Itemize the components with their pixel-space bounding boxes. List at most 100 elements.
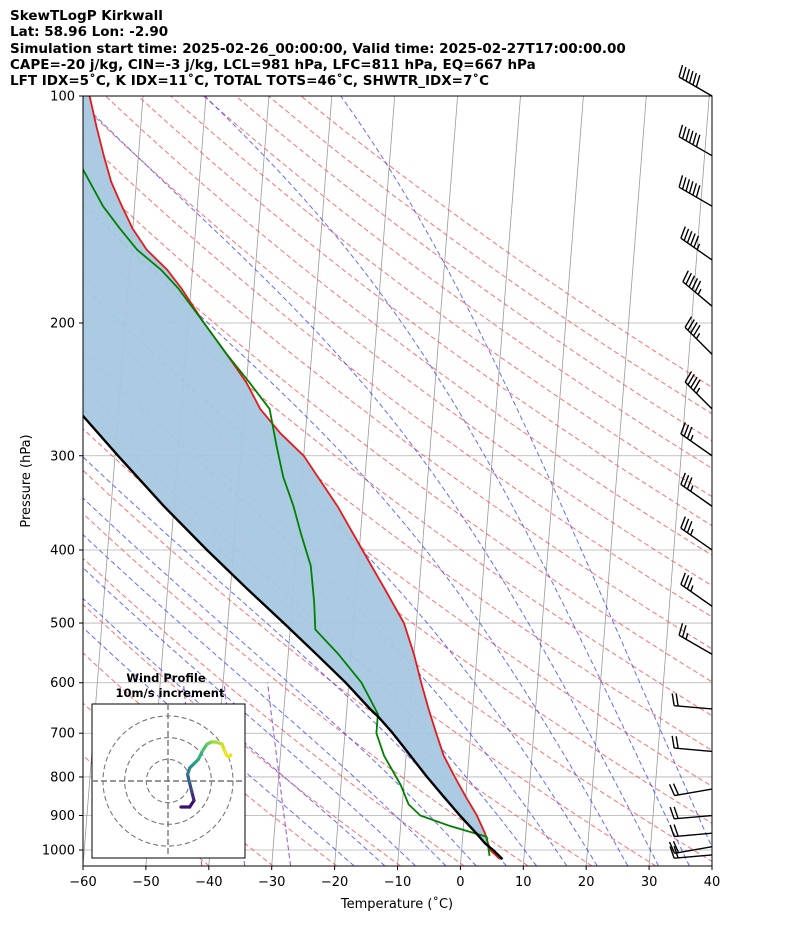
barb-staff — [680, 237, 713, 261]
barb-half-flag — [690, 485, 694, 492]
x-tick-label: 30 — [641, 875, 658, 890]
barb-staff — [678, 76, 713, 97]
barb-staff — [674, 846, 713, 855]
dry-adiabat-350 — [83, 238, 712, 717]
barb-flag — [678, 124, 684, 137]
barb-flag — [684, 371, 693, 383]
barb-staff — [678, 634, 713, 655]
temperature-profile — [88, 96, 501, 860]
y-tick-label: 1000 — [42, 844, 75, 859]
barb-flag — [692, 183, 698, 196]
barb-staff — [678, 136, 713, 157]
barb-flag — [678, 64, 684, 78]
wind-barb — [678, 175, 713, 207]
barb-flag — [671, 693, 675, 706]
barb-staff — [680, 433, 713, 457]
barb-flag — [682, 270, 689, 283]
barb-flag — [673, 845, 679, 859]
dry-adiabat-300 — [83, 428, 657, 866]
wind-barb — [680, 472, 713, 507]
wind-barb — [671, 693, 713, 710]
x-tick-label: 20 — [578, 875, 595, 890]
x-tick-label: −30 — [258, 875, 285, 890]
barb-flag — [688, 181, 694, 194]
wind-barb — [671, 735, 713, 753]
wind-barb — [680, 516, 713, 551]
time-line: Simulation start time: 2025-02-26_00:00:… — [10, 40, 626, 57]
x-tick-label: −10 — [384, 875, 411, 890]
wind-barb — [678, 623, 713, 655]
barb-flag — [681, 625, 687, 638]
y-tick-label: 800 — [50, 770, 75, 785]
barb-half-flag — [690, 434, 694, 442]
y-tick-label: 300 — [50, 449, 75, 464]
barb-flag — [686, 577, 693, 590]
axes: −60 −50 −40 −30 −20 −10 0 10 20 30 40 1000 900 800 700… — [42, 90, 720, 891]
moist-adiabat-10 — [83, 408, 537, 866]
moist-adiabat-40 — [340, 96, 712, 849]
dry-adiabat-330 — [83, 310, 712, 787]
wind-barb — [678, 64, 713, 97]
moist-adiabat--5 — [83, 534, 447, 866]
y-tick-label: 200 — [50, 316, 75, 331]
profile-layer — [83, 96, 504, 860]
hodograph-segment — [196, 749, 205, 761]
moist-adiabat--20 — [83, 626, 355, 866]
dry-adiabat-430 — [202, 96, 712, 469]
barb-flag — [686, 230, 693, 244]
barb-flag — [688, 130, 694, 143]
barb-flag — [693, 235, 700, 248]
barb-staff — [682, 281, 713, 307]
moist-adiabat--10 — [83, 567, 416, 866]
wind-barb — [669, 824, 713, 838]
wind-barb — [678, 124, 713, 157]
barb-half-flag — [696, 243, 701, 250]
chart-title: SkewTLogP Kirkwall — [10, 8, 163, 24]
wind-barb — [668, 841, 713, 855]
barb-half-flag — [690, 585, 694, 592]
barb-half-flag — [685, 633, 689, 640]
barb-flag — [685, 128, 691, 141]
barb-staff — [680, 527, 713, 551]
moist-adiabat-25 — [83, 204, 629, 866]
barb-flag — [684, 316, 693, 328]
barb-half-flag — [695, 387, 701, 394]
cape-cin-area — [83, 96, 494, 850]
isotherm--20 — [334, 96, 396, 866]
x-tick-label: 10 — [515, 875, 532, 890]
hodograph-segment — [227, 753, 233, 759]
location-line: Lat: 58.96 Lon: -2.90 — [10, 24, 169, 41]
barb-flag — [675, 693, 679, 707]
barb-flag — [678, 175, 684, 188]
y-tick-label: 100 — [50, 90, 75, 105]
barb-flag — [680, 422, 686, 435]
barb-half-flag — [690, 529, 694, 536]
x-tick-label: −40 — [195, 875, 222, 890]
y-tick-label: 500 — [50, 617, 75, 632]
hodograph-plot — [92, 704, 245, 858]
x-tick-label: −50 — [132, 875, 159, 890]
barb-flag — [695, 185, 701, 198]
isotherm-40 — [711, 860, 712, 866]
hodograph-title: Wind Profile — [126, 671, 206, 685]
barb-flag — [668, 784, 676, 796]
x-axis-label: Temperature (˚C) — [340, 896, 453, 912]
wind-barb — [669, 845, 713, 859]
barb-half-flag — [697, 288, 702, 295]
barb-flag — [690, 376, 698, 389]
barb-flag — [683, 474, 690, 487]
x-tick-label: −60 — [69, 875, 96, 890]
moist-adiabat-35 — [204, 96, 690, 866]
wind-barbs — [668, 64, 713, 859]
isotherm-20 — [585, 96, 647, 866]
barb-flag — [673, 806, 679, 819]
hodograph-inset — [91, 703, 246, 859]
barb-flag — [669, 806, 675, 820]
barb-flag — [695, 74, 701, 88]
hodograph-subtitle: 10m/s increment — [116, 686, 225, 700]
barb-flag — [691, 278, 699, 290]
dry-adiabat-360 — [83, 203, 712, 683]
y-axis-label: Pressure (hPa) — [19, 434, 34, 527]
dry-adiabat-270 — [83, 557, 465, 866]
barb-flag — [672, 783, 680, 796]
